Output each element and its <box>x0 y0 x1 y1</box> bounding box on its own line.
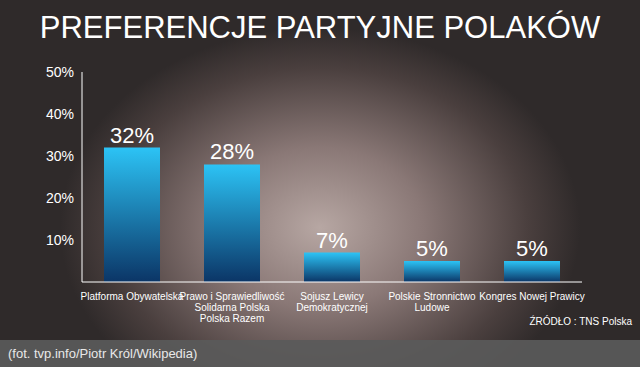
svg-text:20%: 20% <box>46 190 74 206</box>
html-text:(fot. tvp.info/Piotr Król/Wiki: (fot. tvp.info/Piotr Król/Wikipedia) <box>8 346 198 361</box>
html-text:PREFERENCJE PARTYJNE POLAKÓW: PREFERENCJE PARTYJNE POLAKÓW <box>39 10 601 45</box>
svg-text:28%: 28% <box>210 139 254 164</box>
svg-text:Prawo i SprawiedliwośćSolidarn: Prawo i SprawiedliwośćSolidarna PolskaPo… <box>179 291 284 324</box>
svg-text:Platforma Obywatelska: Platforma Obywatelska <box>81 291 184 302</box>
svg-text:32%: 32% <box>110 123 154 148</box>
svg-text:10%: 10% <box>46 232 74 248</box>
svg-text:30%: 30% <box>46 148 74 164</box>
svg-text:40%: 40% <box>46 106 74 122</box>
html-text:ŹRÓDŁO : TNS Polska: ŹRÓDŁO : TNS Polska <box>529 316 632 327</box>
svg-text:5%: 5% <box>416 236 448 261</box>
svg-text:Sojusz LewicyDemokratycznej: Sojusz LewicyDemokratycznej <box>296 291 368 313</box>
svg-text:Kongres Nowej Prawicy: Kongres Nowej Prawicy <box>479 291 585 302</box>
svg-text:5%: 5% <box>516 236 548 261</box>
svg-text:Polskie StronnictwoLudowe: Polskie StronnictwoLudowe <box>388 291 476 313</box>
svg-text:7%: 7% <box>316 228 348 253</box>
svg-text:50%: 50% <box>46 64 74 80</box>
